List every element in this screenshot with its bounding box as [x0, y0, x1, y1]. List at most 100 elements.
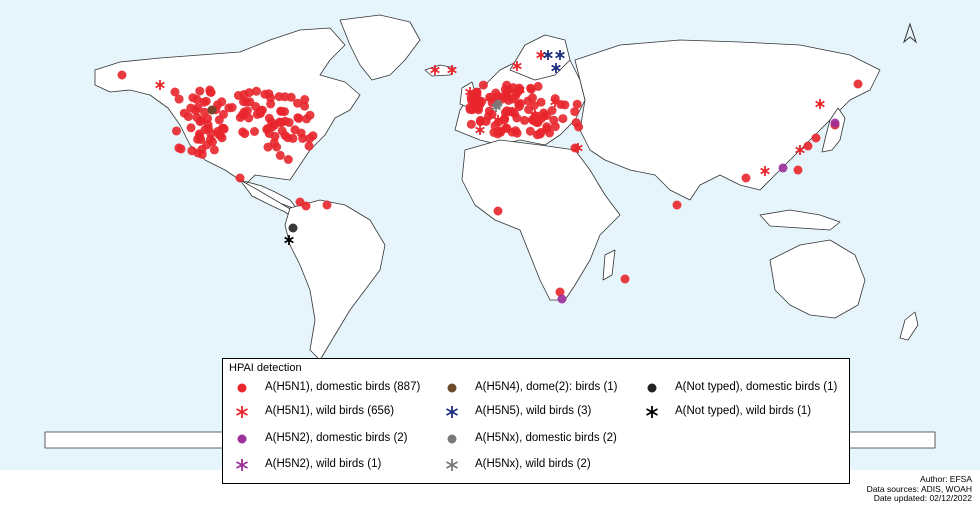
- wild-bird-star: [573, 143, 583, 153]
- outbreak-dot: [263, 142, 273, 152]
- credits: Author: EFSA Data sources: ADIS, WOAH Da…: [867, 474, 972, 504]
- outbreak-dot: [549, 115, 559, 125]
- outbreak-dot: [304, 141, 314, 151]
- outbreak-dot: [207, 105, 217, 115]
- legend-label: A(H5N2), domestic birds (2): [265, 432, 408, 444]
- asterisk-icon: [646, 406, 658, 418]
- outbreak-dot: [467, 105, 477, 115]
- legend-label: A(H5N1), wild birds (656): [265, 405, 395, 417]
- outbreak-dot: [250, 127, 259, 136]
- outbreak-dot: [262, 124, 272, 134]
- outbreak-dot: [275, 150, 285, 160]
- outbreak-dot: [219, 123, 229, 133]
- outbreak-dot: [466, 119, 476, 129]
- outbreak-dot: [117, 70, 127, 80]
- wild-bird-star: [155, 80, 165, 90]
- outbreak-dot: [539, 108, 549, 118]
- wild-bird-star: [815, 99, 825, 109]
- outbreak-dot: [205, 85, 215, 95]
- outbreak-dot: [256, 109, 265, 118]
- legend-label: A(H5N2), wild birds (1): [265, 458, 382, 470]
- outbreak-dot: [525, 126, 535, 136]
- outbreak-dot: [300, 95, 310, 104]
- wild-bird-star: [760, 166, 770, 176]
- dot-icon: [647, 383, 657, 393]
- wild-bird-star: [550, 97, 560, 107]
- legend-label: A(Not typed), wild birds (1): [675, 405, 812, 417]
- land-north-america: [94, 27, 361, 211]
- outbreak-dot: [208, 137, 217, 147]
- outbreak-dot: [293, 98, 303, 108]
- outbreak-dot: [778, 163, 788, 173]
- outbreak-dot: [195, 132, 205, 142]
- outbreak-dot: [224, 103, 234, 113]
- outbreak-dot: [481, 116, 491, 126]
- outbreak-dot: [242, 97, 251, 107]
- outbreak-dot: [176, 144, 186, 154]
- outbreak-dot: [290, 125, 300, 135]
- outbreak-dot: [547, 106, 557, 115]
- other-subtype-marks: [207, 50, 840, 304]
- outbreak-dot: [233, 91, 243, 100]
- outbreak-dot: [512, 113, 522, 123]
- legend-label: A(H5N1), domestic birds (887): [265, 381, 421, 393]
- outbreak-dot: [478, 80, 488, 90]
- outbreak-dot: [179, 108, 189, 118]
- outbreak-dot: [793, 165, 803, 175]
- dot-icon: [237, 383, 247, 393]
- outbreak-dot: [529, 101, 539, 111]
- outbreak-dot: [252, 86, 261, 96]
- wild-bird-star: [430, 65, 440, 75]
- asterisk-icon: [236, 459, 248, 471]
- outbreak-dot: [830, 118, 840, 128]
- outbreak-dot: [811, 133, 821, 143]
- outbreak-dot: [272, 142, 282, 152]
- outbreak-dot: [535, 129, 545, 139]
- outbreak-dot: [502, 123, 512, 133]
- land-south-america: [284, 199, 386, 361]
- asterisk-icon: [446, 406, 458, 418]
- wild-bird-star: [493, 115, 503, 125]
- outbreak-dot: [280, 116, 290, 126]
- legend-label: A(H5Nx), domestic birds (2): [475, 432, 617, 444]
- wild-bird-star: [795, 145, 805, 155]
- outbreak-dot: [499, 115, 509, 125]
- outbreak-dot: [300, 101, 310, 111]
- outbreak-dot: [571, 118, 581, 128]
- outbreak-dot: [240, 129, 250, 139]
- outbreak-dot: [186, 123, 196, 133]
- asterisk-icon: [446, 459, 458, 471]
- outbreak-dot: [533, 81, 543, 91]
- wild-bird-star: [512, 61, 522, 71]
- land-madagascar: [602, 249, 616, 281]
- h5n1-domestic-outbreaks: [117, 70, 863, 297]
- wild-bird-star: [530, 110, 540, 120]
- outbreak-dot: [526, 84, 536, 94]
- legend-label: A(H5N5), wild birds (3): [475, 405, 592, 417]
- outbreak-dot: [301, 201, 311, 211]
- dot-icon: [447, 434, 457, 444]
- outbreak-dot: [266, 99, 276, 109]
- outbreak-dot: [215, 131, 225, 141]
- credits-updated: Date updated: 02/12/2022: [873, 493, 972, 503]
- outbreak-dot: [280, 107, 289, 117]
- outbreak-dot: [545, 128, 555, 138]
- land-australia: [769, 239, 866, 319]
- north-arrow-icon: [902, 22, 918, 44]
- outbreak-dot: [500, 108, 510, 117]
- outbreak-dot: [558, 114, 568, 124]
- outbreak-dot: [186, 103, 196, 113]
- dot-icon: [237, 434, 247, 444]
- land-japan: [821, 107, 846, 153]
- outbreak-dot: [195, 117, 205, 127]
- outbreak-dot: [853, 79, 863, 89]
- land-new-zealand: [899, 311, 919, 341]
- wild-bird-star: [485, 93, 495, 103]
- wild-bird-star: [491, 102, 501, 112]
- dot-icon: [447, 383, 457, 393]
- outbreak-dot: [206, 128, 216, 138]
- asterisk-icon: [236, 406, 248, 418]
- outbreak-dot: [283, 155, 293, 164]
- outbreak-dot: [203, 120, 213, 130]
- outbreak-dot: [555, 287, 565, 297]
